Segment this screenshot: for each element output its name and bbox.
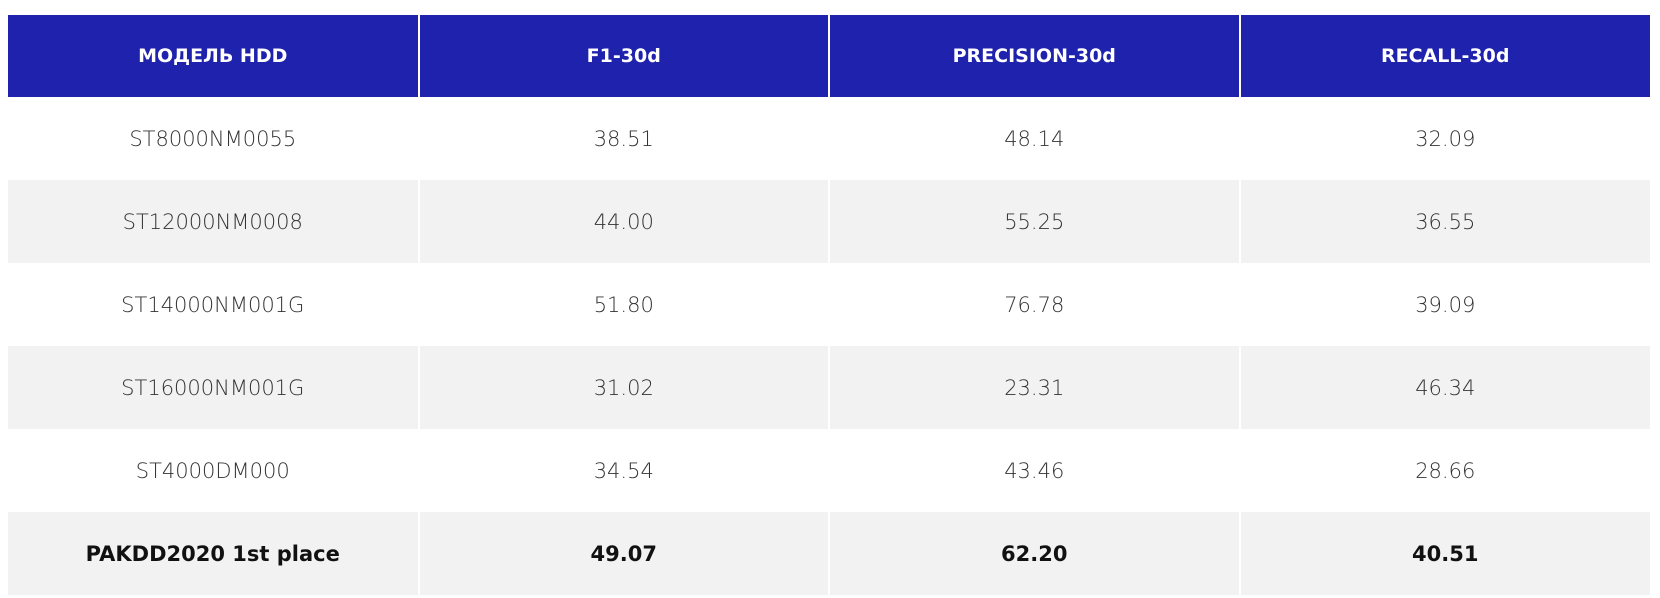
metric-cell: 39.09 — [1415, 292, 1476, 317]
metric-cell: 43.46 — [829, 429, 1241, 512]
metric-cell: 40.51 — [1239, 512, 1650, 595]
table-row: ST12000NM0008 44.00 55.25 36.55 — [8, 180, 1650, 263]
header-cell: RECALL-30d — [1239, 15, 1650, 97]
metric-cell: 32.09 — [1415, 126, 1476, 151]
metric-cell: 38.51 — [418, 97, 830, 180]
metric-cell: 49.07 — [418, 512, 830, 595]
table-header: МОДЕЛЬ HDD F1-30d PRECISION-30d RECALL-30d — [8, 15, 1650, 97]
metric-cell: 34.54 — [418, 429, 830, 512]
metric-cell: 48.14 — [829, 97, 1241, 180]
header-cell: МОДЕЛЬ HDD — [8, 15, 420, 97]
metric-cell: 62.20 — [829, 512, 1241, 595]
header-cell: F1-30d — [418, 15, 830, 97]
model-cell: ST16000NM001G — [8, 346, 420, 429]
table-row: ST4000DM000 34.54 43.46 28.66 — [8, 429, 1650, 512]
metric-cell: 31.02 — [418, 346, 830, 429]
model-cell: ST4000DM000 — [8, 429, 420, 512]
table-row: ST14000NM001G 51.80 76.78 39.09 — [8, 263, 1650, 346]
metric-cell: 51.80 — [418, 263, 830, 346]
metric-cell: 23.31 — [829, 346, 1241, 429]
metric-cell: 76.78 — [829, 263, 1241, 346]
metric-cell: 46.34 — [1239, 346, 1650, 429]
model-cell: ST14000NM001G — [8, 263, 420, 346]
model-cell: ST12000NM0008 — [8, 180, 420, 263]
metric-cell: 44.00 — [418, 180, 830, 263]
header-row: МОДЕЛЬ HDD F1-30d PRECISION-30d RECALL-30d — [8, 15, 1650, 97]
metric-cell: 55.25 — [829, 180, 1241, 263]
model-cell: ST8000NM0055 — [8, 97, 420, 180]
header-cell: PRECISION-30d — [829, 15, 1241, 97]
model-cell: PAKDD2020 1st place — [8, 512, 420, 595]
table-row: ST16000NM001G 31.02 23.31 46.34 — [8, 346, 1650, 429]
table-row: ST8000NM0055 38.51 48.14 32.09 — [8, 97, 1650, 180]
metric-cell: 28.66 — [1415, 458, 1476, 483]
metric-cell: 36.55 — [1239, 180, 1650, 263]
table-body: ST8000NM0055 38.51 48.14 32.09 ST12000NM0008… — [8, 97, 1650, 595]
table-row: PAKDD2020 1st place 49.07 62.20 40.51 — [8, 512, 1650, 595]
results-table: МОДЕЛЬ HDD F1-30d PRECISION-30d RECALL-30d … — [8, 15, 1650, 595]
